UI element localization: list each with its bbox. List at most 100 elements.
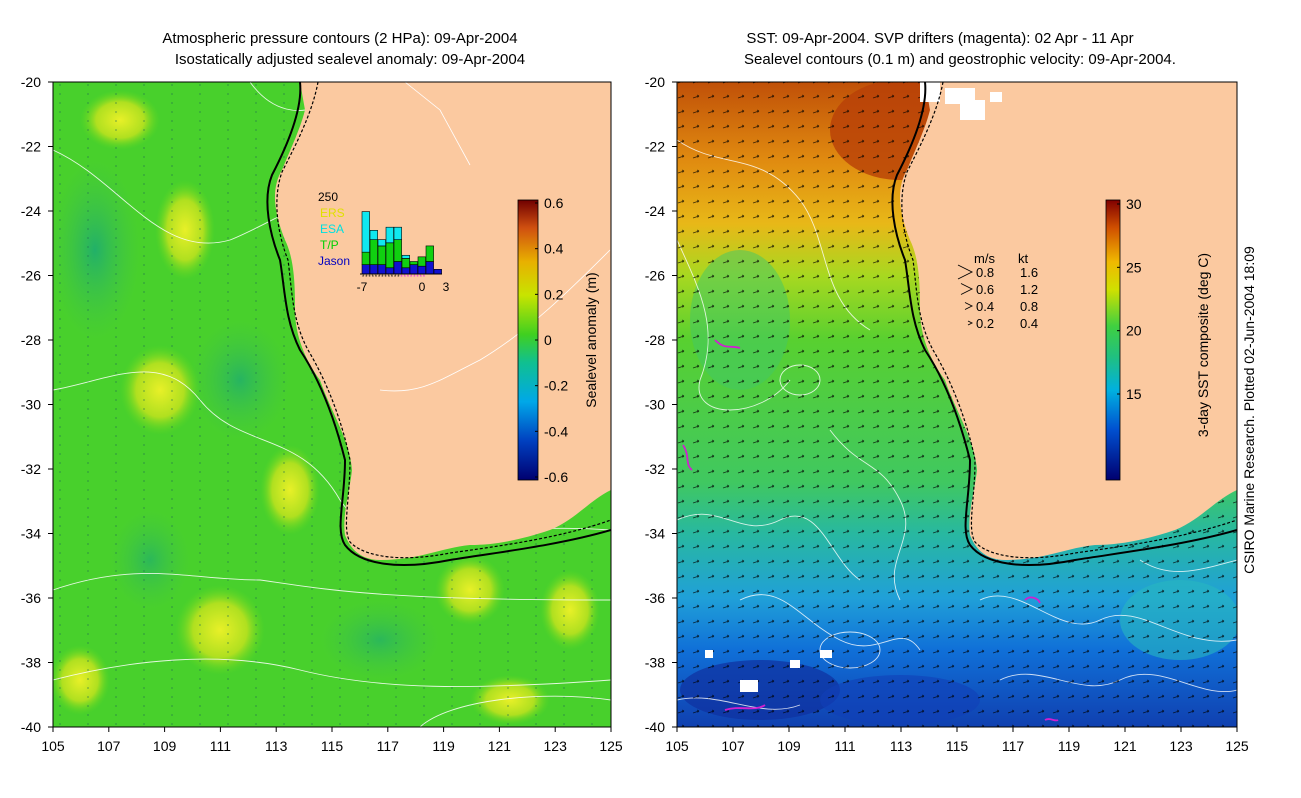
inset-day-marker: * [381, 275, 384, 281]
velocity-key-kt: 1.2 [1020, 282, 1038, 297]
inset-day-marker: * [404, 275, 407, 281]
inset-x-label: -7 [357, 280, 368, 294]
velocity-key-ms: 0.8 [976, 265, 994, 280]
right-x-tick-label: 105 [665, 738, 689, 754]
right-colorbar-tick-label: 30 [1126, 196, 1142, 212]
inset-bar-jason [393, 261, 402, 275]
right-colorbar-tick-label: 25 [1126, 259, 1142, 275]
inset-bar-jason [409, 264, 418, 275]
inset-bar-jason [425, 261, 434, 275]
left-y-tick-label: -20 [21, 74, 41, 90]
inset-bar-tp [369, 239, 378, 265]
right-colorbar-ticks: 30 25 20 15 [1117, 196, 1142, 402]
velocity-key-arrow [960, 283, 974, 295]
right-y-axis: -20 -22 -24 -26 -28 -30 -32 -34 -36 -38 -40 [645, 74, 677, 735]
inset-day-marker: * [391, 275, 394, 281]
left-colorbar-tick-label: 0 [544, 332, 552, 348]
inset-bar-tp [409, 261, 418, 265]
right-y-tick-label: -20 [645, 74, 665, 90]
inset-bar-tp [417, 256, 426, 267]
inset-bar-esa [377, 239, 386, 247]
left-y-tick-label: -38 [21, 655, 41, 671]
inset-bar-jason [369, 264, 378, 275]
inset-bar-jason [385, 267, 394, 275]
left-x-tick-label: 119 [432, 738, 455, 754]
inset-day-marker: * [375, 275, 378, 281]
left-y-axis: -20 -22 -24 -26 -28 -30 -32 -34 -36 -38 -40 [21, 74, 53, 735]
left-x-tick-label: 125 [599, 738, 623, 754]
inset-bar-esa [361, 211, 370, 253]
right-y-tick-label: -32 [645, 461, 665, 477]
velocity-key-kt: 1.6 [1020, 265, 1038, 280]
inset-bar-esa [393, 226, 402, 240]
right-y-tick-label: -36 [645, 590, 665, 606]
inset-bar-jason [361, 264, 370, 275]
inset-day-marker: * [388, 275, 391, 281]
inset-bar-tp [361, 251, 370, 265]
right-x-tick-label: 107 [721, 738, 745, 754]
inset-bar-jason [401, 267, 410, 275]
inset-day-marker: * [378, 275, 381, 281]
inset-legend-tp: T/P [320, 238, 339, 252]
left-x-tick-label: 111 [210, 738, 231, 754]
left-title-line1: Atmospheric pressure contours (2 HPa): 0… [162, 30, 518, 47]
left-colorbar-label: Sealevel anomaly (m) [583, 272, 599, 407]
left-x-tick-label: 109 [153, 738, 177, 754]
right-colorbar-tick-label: 20 [1126, 323, 1142, 339]
right-title-line2: Sealevel contours (0.1 m) and geostrophi… [744, 51, 1176, 68]
right-x-tick-label: 109 [777, 738, 801, 754]
right-colorbar [1105, 199, 1121, 481]
inset-bar-esa [385, 226, 394, 244]
left-y-tick-label: -36 [21, 590, 41, 606]
inset-bar-tp [401, 258, 410, 269]
inset-day-marker: * [400, 275, 403, 281]
credit-text: CSIRO Marine Research. Plotted 02-Jun-20… [1241, 246, 1257, 574]
inset-bar-esa [401, 254, 410, 259]
velocity-key-kt: 0.8 [1020, 299, 1038, 314]
velocity-key-arrow [957, 264, 974, 280]
right-y-tick-label: -24 [645, 203, 665, 219]
inset-day-marker: * [368, 275, 371, 281]
inset-day-marker: * [372, 275, 375, 281]
left-y-tick-label: -32 [21, 461, 41, 477]
inset-bar-jason [377, 264, 386, 275]
velocity-key: m/s kt 0.8 1.6 0.6 1.2 0.4 0.8 0.2 0.4 [957, 251, 1038, 331]
velocity-key-kt-header: kt [1018, 251, 1029, 266]
inset-ymax-label: 250 [318, 190, 338, 204]
left-y-tick-label: -40 [21, 719, 41, 735]
right-map [677, 82, 1237, 727]
right-y-tick-label: -40 [645, 719, 665, 735]
inset-legend-jason: Jason [318, 254, 350, 268]
inset-day-marker: * [423, 275, 426, 281]
right-x-tick-label: 113 [890, 738, 913, 754]
left-y-tick-label: -26 [21, 268, 41, 284]
right-y-tick-label: -38 [645, 655, 665, 671]
left-x-tick-label: 115 [321, 738, 344, 754]
right-colorbar-tick-label: 15 [1126, 386, 1142, 402]
inset-day-marker: * [407, 275, 410, 281]
right-x-tick-label: 115 [946, 738, 969, 754]
right-x-tick-label: 125 [1225, 738, 1249, 754]
velocity-key-ms: 0.2 [976, 316, 994, 331]
left-x-tick-label: 117 [377, 738, 400, 754]
velocity-key-ms: 0.6 [976, 282, 994, 297]
left-y-tick-label: -34 [21, 526, 41, 542]
right-title-line1: SST: 09-Apr-2004. SVP drifters (magenta)… [746, 30, 1134, 47]
left-x-tick-label: 107 [97, 738, 121, 754]
inset-day-marker: * [410, 275, 413, 281]
inset-legend-esa: ESA [320, 222, 344, 236]
inset-bar-jason [433, 269, 442, 275]
left-colorbar-ticks: 0.6 0.4 0.2 0 -0.2 -0.4 -0.6 [535, 195, 568, 485]
right-x-tick-label: 119 [1058, 738, 1081, 754]
left-x-tick-label: 113 [265, 738, 288, 754]
right-y-tick-label: -22 [645, 139, 665, 155]
inset-day-marker: * [416, 275, 419, 281]
inset-bar-tp [377, 245, 386, 265]
inset-bar-jason [417, 265, 426, 275]
left-colorbar-tick-label: 0.4 [544, 241, 564, 257]
right-y-tick-label: -30 [645, 397, 665, 413]
inset-day-marker: * [394, 275, 397, 281]
inset-day-marker: * [420, 275, 423, 281]
